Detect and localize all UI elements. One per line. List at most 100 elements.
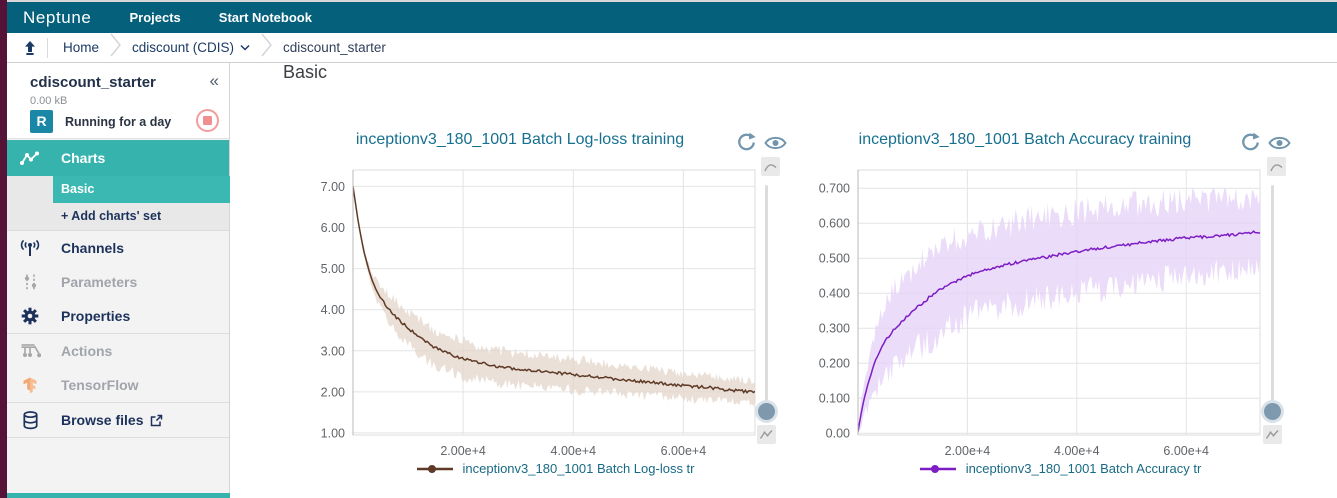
nav-projects[interactable]: Projects xyxy=(129,10,181,25)
svg-text:7.00: 7.00 xyxy=(321,180,345,194)
chevron-down-icon xyxy=(240,44,250,51)
svg-text:0.700: 0.700 xyxy=(819,182,850,196)
zoom-slider-knob-accuracy[interactable] xyxy=(1264,403,1281,420)
sidebar-item-channels[interactable]: Channels xyxy=(7,231,229,265)
gear-icon xyxy=(7,307,53,325)
sidebar-item-tensorflow: TensorFlow xyxy=(7,368,229,402)
experiment-name: cdiscount_starter xyxy=(30,74,156,91)
sidebar-item-properties[interactable]: Properties xyxy=(7,299,229,333)
sidebar-divider xyxy=(7,333,229,334)
sidebar-subitem-add-charts-set[interactable]: + Add charts' set xyxy=(61,209,162,223)
sidebar-item-label: Actions xyxy=(61,343,113,359)
page-title: Basic xyxy=(283,62,328,82)
status-badge: R xyxy=(30,110,53,133)
legend-label: inceptionv3_180_1001 Batch Accuracy tr xyxy=(965,461,1202,476)
window-top-edge xyxy=(0,0,1337,2)
breadcrumb-home[interactable]: Home xyxy=(63,40,100,55)
svg-text:2.00e+4: 2.00e+4 xyxy=(945,444,991,458)
legend-swatch-logloss xyxy=(416,464,453,473)
legend-logloss[interactable]: inceptionv3_180_1001 Batch Log-loss tr xyxy=(330,461,780,476)
sidebar-item-charts[interactable]: Charts xyxy=(7,140,229,176)
chart-title-logloss: inceptionv3_180_1001 Batch Log-loss trai… xyxy=(355,131,685,148)
sliders-icon xyxy=(7,274,53,291)
sidebar-header: cdiscount_starter « 0.00 kB R Running fo… xyxy=(7,63,229,139)
refresh-icon[interactable] xyxy=(1240,132,1261,153)
scale-toggle-icon[interactable] xyxy=(761,157,780,176)
svg-text:4.00: 4.00 xyxy=(321,303,345,317)
line-chart-mini-icon[interactable] xyxy=(757,425,776,444)
svg-text:0.200: 0.200 xyxy=(819,357,850,371)
zoom-slider-track-accuracy[interactable] xyxy=(1271,185,1274,422)
charts-set-submenu: Basic + Add charts' set xyxy=(7,176,230,230)
zoom-slider-knob-logloss[interactable] xyxy=(758,403,775,420)
database-icon xyxy=(7,410,53,430)
sidebar-collapse-button[interactable]: « xyxy=(209,71,219,90)
zoom-slider-track-logloss[interactable] xyxy=(765,185,768,422)
sidebar-divider xyxy=(7,402,229,403)
line-chart-mini-icon[interactable] xyxy=(1263,425,1282,444)
sidebar-divider xyxy=(7,437,229,438)
svg-text:0.100: 0.100 xyxy=(819,392,850,406)
nav-start-notebook[interactable]: Start Notebook xyxy=(218,10,312,25)
chart-actions-accuracy xyxy=(1240,132,1291,153)
external-link-icon xyxy=(151,414,163,426)
svg-text:3.00: 3.00 xyxy=(321,344,345,358)
breadcrumb: Home cdiscount (CDIS) cdiscount_starter xyxy=(7,33,1337,63)
legend-label: inceptionv3_180_1001 Batch Log-loss tr xyxy=(462,461,695,476)
eye-icon[interactable] xyxy=(1268,135,1291,151)
refresh-icon[interactable] xyxy=(736,132,757,153)
sidebar-item-parameters: Parameters xyxy=(7,265,229,299)
chevron-right-icon xyxy=(109,32,122,63)
legend-swatch-accuracy xyxy=(919,464,956,473)
eye-icon[interactable] xyxy=(764,135,787,151)
sidebar-item-actions: Actions xyxy=(7,334,229,368)
top-navbar: Neptune Projects Start Notebook xyxy=(7,2,1337,33)
svg-text:0.300: 0.300 xyxy=(819,322,850,336)
desktop-edge-strip xyxy=(0,0,7,498)
svg-text:2.00: 2.00 xyxy=(321,385,345,399)
legend-accuracy[interactable]: inceptionv3_180_1001 Batch Accuracy tr xyxy=(835,461,1285,476)
experiment-size: 0.00 kB xyxy=(30,95,68,107)
svg-text:4.00e+4: 4.00e+4 xyxy=(1054,444,1100,458)
tensorflow-icon xyxy=(7,377,53,394)
breadcrumb-divider xyxy=(47,37,48,58)
breadcrumb-project-dropdown[interactable]: cdiscount (CDIS) xyxy=(132,40,250,55)
svg-text:0.500: 0.500 xyxy=(819,252,850,266)
breadcrumb-project-label: cdiscount (CDIS) xyxy=(132,40,235,55)
scale-toggle-icon[interactable] xyxy=(1267,157,1286,176)
svg-text:2.00e+4: 2.00e+4 xyxy=(440,444,486,458)
stop-experiment-button[interactable] xyxy=(196,109,219,132)
sidebar-bottom-bar xyxy=(7,493,230,498)
svg-text:6.00e+4: 6.00e+4 xyxy=(1163,444,1209,458)
svg-text:0.400: 0.400 xyxy=(819,287,850,301)
chart-actions-logloss xyxy=(736,132,787,153)
chart-plot-accuracy[interactable]: 0.700 0.600 0.500 0.400 0.300 0.200 0.100 0.00 2… xyxy=(805,168,1275,460)
broadcast-icon xyxy=(7,239,53,257)
sidebar-divider xyxy=(7,230,229,231)
sidebar-item-label: TensorFlow xyxy=(61,377,139,393)
sidebar: cdiscount_starter « 0.00 kB R Running fo… xyxy=(7,63,230,498)
sidebar-item-browse-files[interactable]: Browse files xyxy=(7,403,229,437)
svg-text:5.00: 5.00 xyxy=(321,262,345,276)
sidebar-item-label: Parameters xyxy=(61,274,138,290)
neptune-logo: Neptune xyxy=(23,7,92,27)
chevron-right-icon xyxy=(260,32,273,63)
svg-text:6.00: 6.00 xyxy=(321,221,345,235)
svg-text:1.00: 1.00 xyxy=(321,426,345,440)
sidebar-subitem-basic[interactable]: Basic xyxy=(53,176,230,203)
chart-line-icon xyxy=(7,151,53,166)
sidebar-item-label: Charts xyxy=(61,150,106,166)
chart-title-accuracy: inceptionv3_180_1001 Batch Accuracy trai… xyxy=(858,131,1192,148)
sidebar-item-label: Channels xyxy=(61,240,125,256)
stop-icon xyxy=(203,116,212,125)
status-text: Running for a day xyxy=(65,115,172,129)
chart-plot-logloss[interactable]: 7.00 6.00 5.00 4.00 3.00 2.00 1.00 2.00e+4 4.00e… xyxy=(300,168,770,460)
sidebar-item-label: Browse files xyxy=(61,412,144,428)
upload-icon[interactable] xyxy=(19,40,41,56)
svg-text:6.00e+4: 6.00e+4 xyxy=(661,444,707,458)
svg-text:0.600: 0.600 xyxy=(819,217,850,231)
pendulum-icon xyxy=(7,343,53,359)
svg-text:0.00: 0.00 xyxy=(826,427,850,441)
sidebar-item-label: Properties xyxy=(61,308,131,324)
